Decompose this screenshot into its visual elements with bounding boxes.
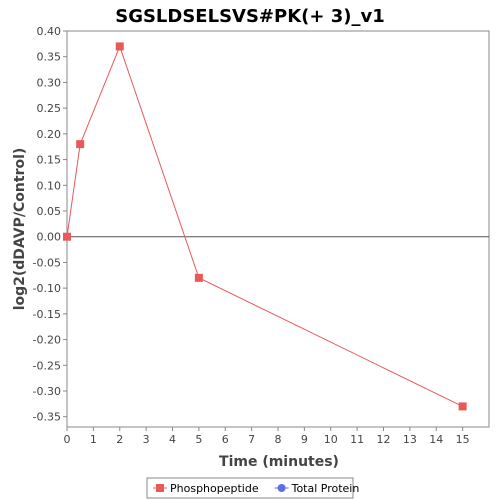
legend-item: Total Protein	[274, 482, 360, 495]
y-tick-label: 0.40	[37, 25, 62, 38]
x-tick-label: 6	[222, 433, 229, 446]
y-tick-label: -0.15	[33, 308, 61, 321]
y-tick-label: -0.30	[33, 385, 61, 398]
y-tick-label: 0.00	[37, 231, 62, 244]
legend-item: Phosphopeptide	[153, 482, 259, 495]
x-tick-label: 5	[195, 433, 202, 446]
chart-title: SGSLDSELSVS#PK(+ 3)_v1	[115, 6, 385, 27]
legend: Phosphopeptide Total Protein	[146, 477, 360, 499]
x-tick-label: 12	[377, 433, 391, 446]
x-tick-label: 1	[90, 433, 97, 446]
x-tick-label: 13	[403, 433, 417, 446]
x-tick-label: 3	[143, 433, 150, 446]
y-tick-label: 0.25	[37, 102, 62, 115]
y-tick-label: 0.30	[37, 76, 62, 89]
x-tick-label: 15	[456, 433, 470, 446]
y-tick-label: -0.35	[33, 411, 61, 424]
y-axis-label: log2(dDAVP/Control)	[12, 148, 28, 311]
y-tick-label: -0.10	[33, 282, 61, 295]
legend-marker	[156, 484, 164, 492]
y-tick-label: -0.25	[33, 359, 61, 372]
y-tick-label: 0.15	[37, 154, 62, 167]
y-tick-label: -0.20	[33, 334, 61, 347]
x-tick-label: 4	[169, 433, 176, 446]
plot-area	[66, 30, 490, 428]
y-tick-label: 0.35	[37, 51, 62, 64]
data-point	[115, 42, 124, 51]
x-tick-label: 2	[116, 433, 123, 446]
data-point	[458, 402, 467, 411]
y-tick-label: -0.05	[33, 256, 61, 269]
x-axis: 0 1 2 3 4 5 6 7 8 9 10 11 12 13 14 15	[64, 427, 470, 446]
y-tick-label: 0.05	[37, 205, 62, 218]
legend-marker	[277, 484, 286, 492]
legend-label: Phosphopeptide	[170, 482, 259, 495]
x-tick-label: 8	[275, 433, 282, 446]
legend-label: Total Protein	[291, 482, 360, 495]
x-tick-label: 10	[324, 433, 338, 446]
x-tick-label: 11	[350, 433, 364, 446]
x-tick-label: 0	[64, 433, 71, 446]
data-point	[63, 232, 71, 241]
x-tick-label: 7	[248, 433, 255, 446]
legend-box	[146, 477, 354, 499]
x-tick-label: 14	[429, 433, 443, 446]
y-tick-label: 0.10	[37, 179, 62, 192]
x-axis-label: Time (minutes)	[219, 454, 339, 470]
y-tick-label: 0.20	[37, 128, 62, 141]
x-tick-label: 9	[301, 433, 308, 446]
series-layer	[63, 42, 467, 411]
data-point	[76, 140, 85, 149]
data-point	[194, 273, 203, 282]
y-axis: -0.35 -0.30 -0.25 -0.20 -0.15 -0.10 -0.05 0.00 0…	[33, 25, 67, 424]
